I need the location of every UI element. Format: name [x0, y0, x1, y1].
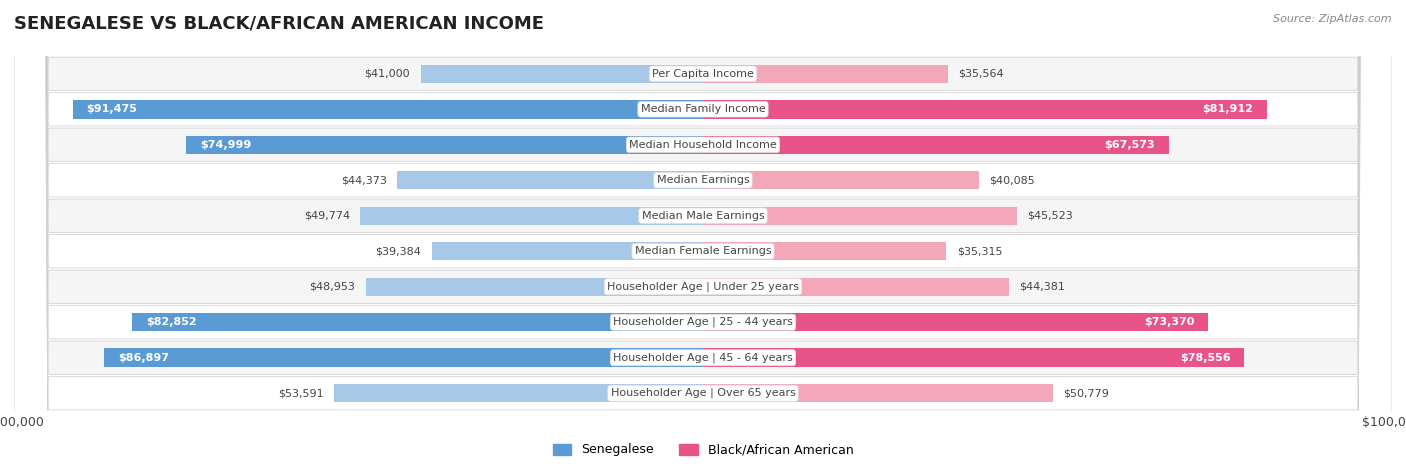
Text: $49,774: $49,774 [304, 211, 350, 221]
Bar [360, 206, 703, 225]
Text: Median Female Earnings: Median Female Earnings [634, 246, 772, 256]
Bar [187, 135, 703, 154]
Text: Median Family Income: Median Family Income [641, 104, 765, 114]
FancyBboxPatch shape [14, 0, 1392, 467]
Text: Householder Age | Over 65 years: Householder Age | Over 65 years [610, 388, 796, 398]
Text: $82,852: $82,852 [146, 317, 197, 327]
Text: $81,912: $81,912 [1202, 104, 1254, 114]
Bar [333, 384, 703, 403]
Text: $74,999: $74,999 [200, 140, 252, 150]
Text: $35,564: $35,564 [959, 69, 1004, 79]
Text: Median Male Earnings: Median Male Earnings [641, 211, 765, 221]
FancyBboxPatch shape [14, 0, 1392, 467]
Text: Per Capita Income: Per Capita Income [652, 69, 754, 79]
Text: $91,475: $91,475 [87, 104, 138, 114]
FancyBboxPatch shape [14, 0, 1392, 467]
FancyBboxPatch shape [14, 0, 1392, 467]
Bar [703, 100, 1267, 119]
Bar [432, 242, 703, 261]
FancyBboxPatch shape [14, 0, 1392, 467]
Text: $40,085: $40,085 [990, 175, 1035, 185]
Text: $73,370: $73,370 [1144, 317, 1195, 327]
Bar [703, 348, 1244, 367]
FancyBboxPatch shape [14, 0, 1392, 467]
Text: $86,897: $86,897 [118, 353, 169, 363]
Bar [703, 242, 946, 261]
Bar [703, 277, 1008, 296]
Text: $44,373: $44,373 [342, 175, 387, 185]
Bar [104, 348, 703, 367]
Text: Median Earnings: Median Earnings [657, 175, 749, 185]
Bar [703, 135, 1168, 154]
FancyBboxPatch shape [14, 0, 1392, 467]
Text: SENEGALESE VS BLACK/AFRICAN AMERICAN INCOME: SENEGALESE VS BLACK/AFRICAN AMERICAN INC… [14, 14, 544, 32]
Text: $45,523: $45,523 [1026, 211, 1073, 221]
Text: Source: ZipAtlas.com: Source: ZipAtlas.com [1274, 14, 1392, 24]
Text: $50,779: $50,779 [1063, 388, 1109, 398]
Text: $48,953: $48,953 [309, 282, 356, 292]
Text: $67,573: $67,573 [1104, 140, 1154, 150]
FancyBboxPatch shape [14, 0, 1392, 467]
Text: $78,556: $78,556 [1180, 353, 1230, 363]
Text: Householder Age | Under 25 years: Householder Age | Under 25 years [607, 282, 799, 292]
Text: $53,591: $53,591 [278, 388, 323, 398]
Legend: Senegalese, Black/African American: Senegalese, Black/African American [547, 439, 859, 461]
Bar [703, 206, 1017, 225]
Text: $44,381: $44,381 [1019, 282, 1064, 292]
FancyBboxPatch shape [14, 0, 1392, 467]
Text: $35,315: $35,315 [956, 246, 1002, 256]
Bar [73, 100, 703, 119]
Text: $39,384: $39,384 [375, 246, 422, 256]
Bar [366, 277, 703, 296]
Text: Median Household Income: Median Household Income [628, 140, 778, 150]
Text: Householder Age | 25 - 44 years: Householder Age | 25 - 44 years [613, 317, 793, 327]
Bar [703, 384, 1053, 403]
Text: Householder Age | 45 - 64 years: Householder Age | 45 - 64 years [613, 353, 793, 363]
Text: $41,000: $41,000 [364, 69, 411, 79]
Bar [132, 313, 703, 332]
Bar [703, 171, 979, 190]
Bar [703, 313, 1209, 332]
Bar [398, 171, 703, 190]
FancyBboxPatch shape [14, 0, 1392, 467]
Bar [703, 64, 948, 83]
Bar [420, 64, 703, 83]
